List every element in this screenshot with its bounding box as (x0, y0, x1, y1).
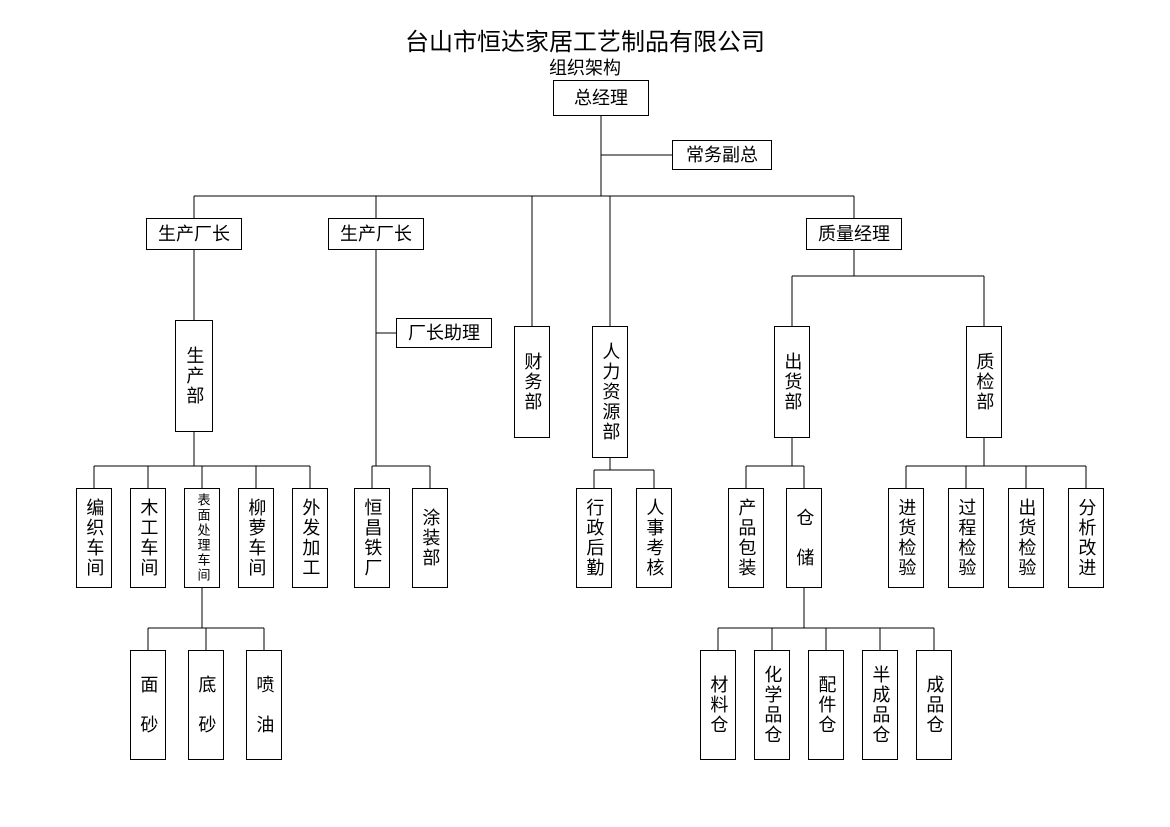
node-sub1: 面 砂 (130, 650, 166, 760)
node-sh1: 产品包装 (728, 488, 764, 588)
node-hr: 人力资源部 (592, 326, 628, 458)
node-sub3: 喷 油 (246, 650, 282, 760)
node-wh5: 成品仓 (916, 650, 952, 760)
node-gm: 总经理 (553, 80, 649, 116)
node-wh4: 半成品仓 (862, 650, 898, 760)
node-shipping: 出货部 (774, 326, 810, 438)
node-prod_dept: 生产部 (175, 320, 213, 432)
node-qm: 质量经理 (806, 218, 902, 250)
node-sub2: 底 砂 (188, 650, 224, 760)
node-qc2: 过程检验 (948, 488, 984, 588)
node-qc1: 进货检验 (888, 488, 924, 588)
node-deputy: 常务副总 (672, 140, 772, 170)
node-pm1: 生产厂长 (146, 218, 242, 250)
node-assistant: 厂长助理 (396, 318, 492, 348)
node-ws1: 编织车间 (76, 488, 112, 588)
node-wh1: 材料仓 (700, 650, 736, 760)
node-pm2: 生产厂长 (328, 218, 424, 250)
node-ws2: 木工车间 (130, 488, 166, 588)
node-finance: 财务部 (514, 326, 550, 438)
node-ws7: 涂装部 (412, 488, 448, 588)
node-wh3: 配件仓 (808, 650, 844, 760)
node-qc: 质检部 (966, 326, 1002, 438)
node-hr1: 行政后勤 (576, 488, 612, 588)
node-hr2: 人事考核 (636, 488, 672, 588)
node-ws4: 柳萝车间 (238, 488, 274, 588)
node-sh2: 仓 储 (786, 488, 822, 588)
node-qc3: 出货检验 (1008, 488, 1044, 588)
node-qc4: 分析改进 (1068, 488, 1104, 588)
node-ws6: 恒昌铁厂 (354, 488, 390, 588)
node-wh2: 化学品仓 (754, 650, 790, 760)
node-ws3: 表面处理车间 (184, 488, 220, 588)
org-chart-canvas: 台山市恒达家居工艺制品有限公司 组织架构 (0, 0, 1170, 827)
node-ws5: 外发加工 (292, 488, 328, 588)
